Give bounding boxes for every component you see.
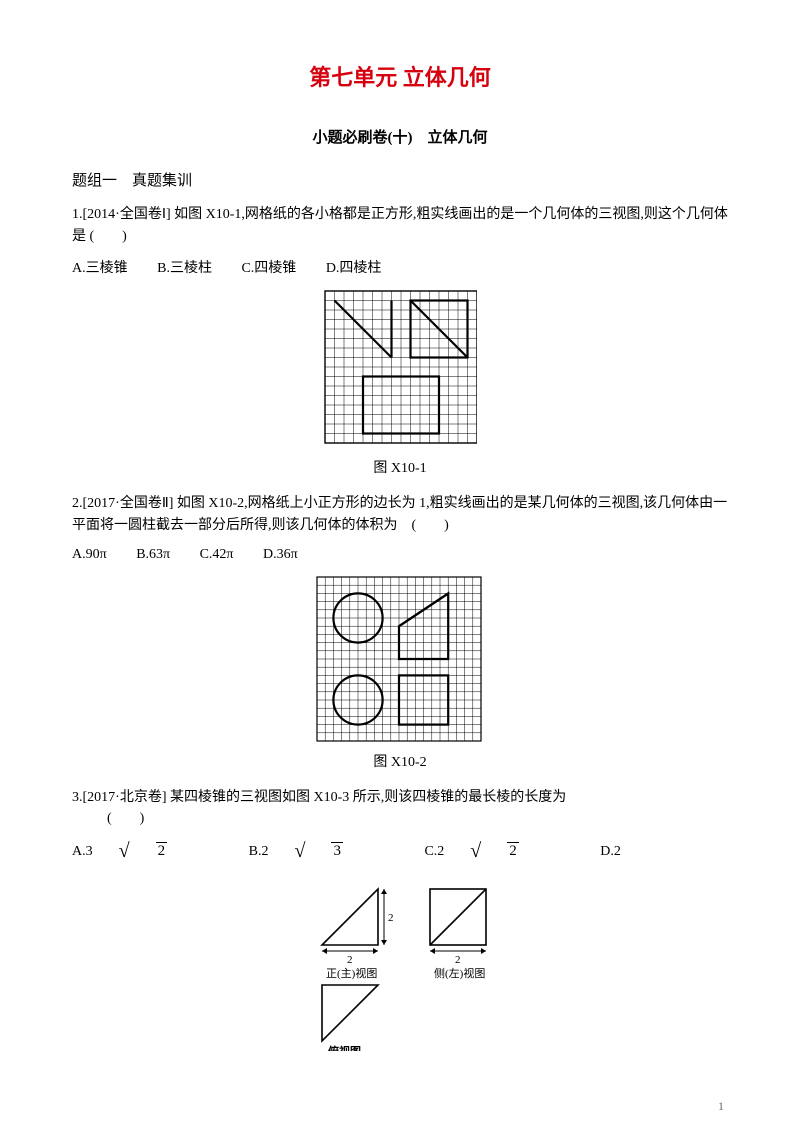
- question-2: 2.[2017·全国卷Ⅱ] 如图 X10-2,网格纸上小正方形的边长为 1,粗实…: [72, 493, 728, 536]
- q1-figure: [72, 289, 728, 449]
- q1-number: 1.: [72, 207, 83, 222]
- svg-text:2: 2: [347, 954, 353, 966]
- q3-blank: ( ): [107, 811, 144, 826]
- q3-option-d: D.2: [600, 844, 621, 859]
- svg-text:2: 2: [455, 954, 461, 966]
- section-heading: 题组一 真题集训: [72, 169, 728, 190]
- page-number: 1: [718, 1099, 724, 1114]
- q1-option-a: A.三棱锥: [72, 261, 128, 276]
- q2-figure: [72, 575, 728, 743]
- q1-source: [2014·全国卷Ⅰ]: [83, 207, 171, 222]
- svg-text:2: 2: [388, 912, 394, 924]
- q1-figure-caption: 图 X10-1: [72, 457, 728, 477]
- q1-option-b: B.三棱柱: [157, 261, 212, 276]
- question-1: 1.[2014·全国卷Ⅰ] 如图 X10-1,网格纸的各小格都是正方形,粗实线画…: [72, 204, 728, 247]
- q3-option-b: B.2√3: [249, 844, 395, 859]
- subtitle: 小题必刷卷(十) 立体几何: [72, 126, 728, 147]
- q3-option-a: A.3√2: [72, 844, 219, 859]
- svg-text:俯视图: 俯视图: [328, 1044, 361, 1051]
- q2-figure-caption: 图 X10-2: [72, 751, 728, 771]
- q2-options: A.90π B.63π C.42π D.36π: [72, 547, 728, 563]
- svg-text:正(主)视图: 正(主)视图: [326, 966, 377, 980]
- q2-number: 2.: [72, 496, 83, 511]
- q1-text: 如图 X10-1,网格纸的各小格都是正方形,粗实线画出的是一个几何体的三视图,则…: [72, 207, 728, 244]
- svg-text:侧(左)视图: 侧(左)视图: [434, 966, 485, 980]
- q2-option-c: C.42π: [200, 547, 234, 562]
- q3-option-c: C.2√2: [424, 844, 570, 859]
- q3-source: [2017·北京卷]: [83, 790, 167, 805]
- q3-figure: 22正(主)视图2侧(左)视图俯视图: [72, 881, 728, 1051]
- q3-options: A.3√2 B.2√3 C.2√2 D.2: [72, 840, 728, 863]
- q1-option-d: D.四棱柱: [326, 261, 382, 276]
- q2-option-a: A.90π: [72, 547, 107, 562]
- q2-option-d: D.36π: [263, 547, 298, 562]
- q1-option-c: C.四棱锥: [241, 261, 296, 276]
- q3-text: 某四棱锥的三视图如图 X10-3 所示,则该四棱锥的最长棱的长度为: [167, 790, 567, 805]
- unit-title: 第七单元 立体几何: [72, 60, 728, 92]
- q2-source: [2017·全国卷Ⅱ]: [83, 496, 174, 511]
- q3-number: 3.: [72, 790, 83, 805]
- q2-option-b: B.63π: [136, 547, 170, 562]
- q1-options: A.三棱锥 B.三棱柱 C.四棱锥 D.四棱柱: [72, 257, 728, 277]
- question-3: 3.[2017·北京卷] 某四棱锥的三视图如图 X10-3 所示,则该四棱锥的最…: [72, 787, 728, 830]
